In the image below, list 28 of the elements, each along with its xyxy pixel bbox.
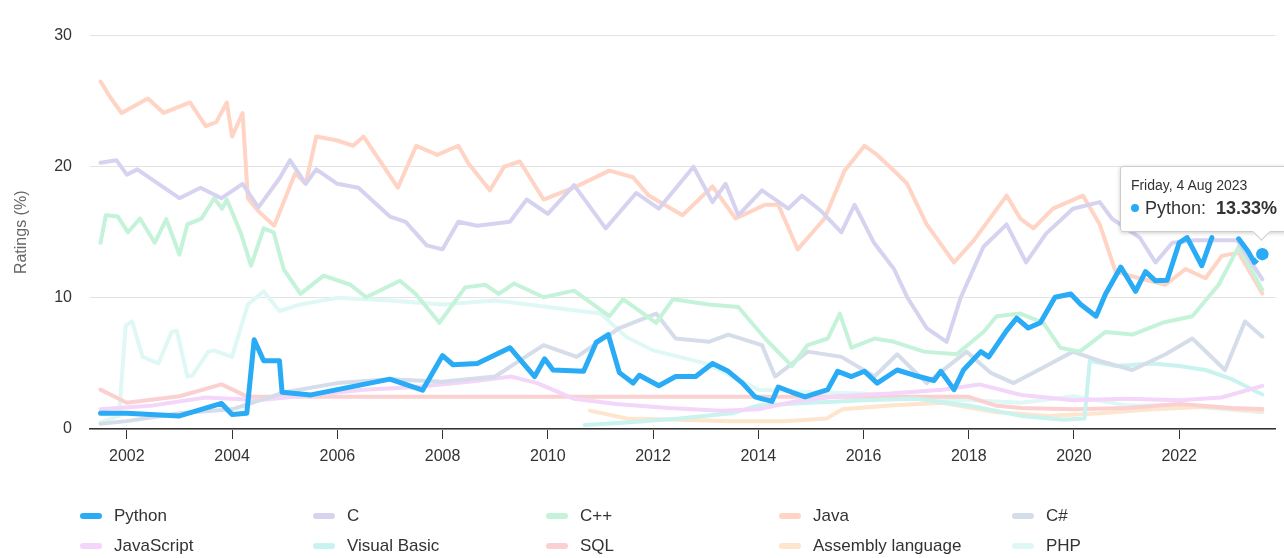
legend-label: PHP xyxy=(1046,536,1081,556)
legend-label: C xyxy=(347,506,360,526)
legend-label: JavaScript xyxy=(114,536,194,556)
y-tick-label: 30 xyxy=(54,26,73,44)
y-axis-title: Ratings (%) xyxy=(12,190,30,275)
legend-label: C++ xyxy=(580,506,613,526)
legend-label: Python xyxy=(114,506,167,526)
annotation: Friday, 4 Aug 2023 xyxy=(1130,176,1249,196)
x-tick-label: 2006 xyxy=(319,447,356,465)
legend-label: C# xyxy=(1046,506,1068,526)
x-tick-label: 2020 xyxy=(1056,447,1092,465)
legend-label: Assembly language xyxy=(813,536,962,556)
x-tick-label: 2004 xyxy=(214,447,250,465)
x-tick-label: 2008 xyxy=(424,447,461,465)
x-tick-label: 2002 xyxy=(109,447,145,465)
x-tick-label: 2016 xyxy=(845,447,882,465)
y-tick-label: 20 xyxy=(54,157,73,175)
x-tick-label: 2022 xyxy=(1161,447,1198,465)
legend-label: SQL xyxy=(580,536,615,556)
x-tick-label: 2018 xyxy=(950,447,987,465)
x-tick-label: 2012 xyxy=(635,447,671,465)
y-tick-label: 10 xyxy=(54,288,73,306)
x-tick-label: 2014 xyxy=(740,447,777,465)
y-tick-label: 0 xyxy=(63,419,73,437)
legend-label: Java xyxy=(813,506,849,526)
legend-label: Visual Basic xyxy=(347,536,440,556)
x-tick-label: 2010 xyxy=(529,447,566,465)
annotation: Python: 13.33% xyxy=(1144,197,1277,221)
